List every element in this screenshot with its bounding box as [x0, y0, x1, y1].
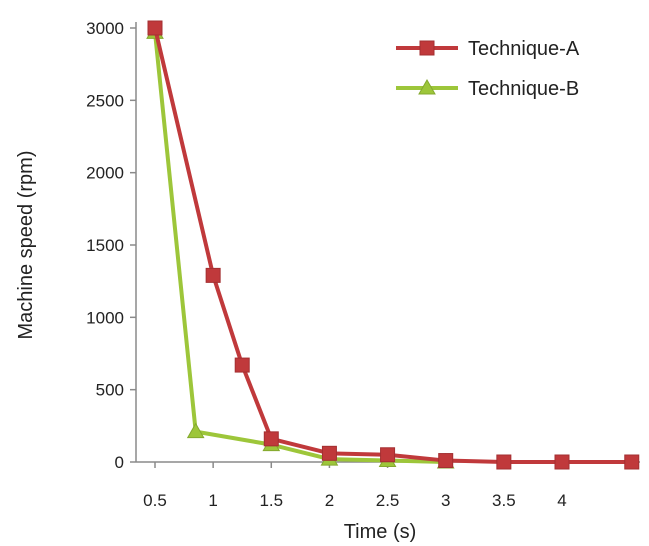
- x-tick-label: 1: [208, 491, 217, 510]
- legend: Technique-A Technique-B: [396, 38, 580, 100]
- legend-label-technique-b: Technique-B: [468, 78, 579, 100]
- y-tick-label: 2000: [86, 164, 124, 183]
- series-line-technique-a: [153, 27, 632, 464]
- y-tick-label: 500: [96, 381, 124, 400]
- y-axis-title: Machine speed (rpm): [15, 151, 37, 340]
- y-tick-label: 1000: [86, 308, 124, 327]
- x-tick-label: 2.5: [376, 491, 400, 510]
- data-point-technique-a: [438, 453, 454, 469]
- y-axis-ticks: 0 500 1000 1500 2000 2500 3000: [86, 19, 136, 472]
- legend-marker-technique-a: [419, 40, 435, 56]
- data-point-technique-a: [496, 454, 512, 470]
- data-point-technique-a: [263, 431, 279, 447]
- x-tick-label: 3.5: [492, 491, 516, 510]
- series-technique-a: [147, 20, 640, 470]
- series-technique-b: [146, 23, 455, 469]
- x-tick-label: 2: [325, 491, 334, 510]
- data-point-technique-a: [234, 357, 250, 373]
- y-tick-label: 0: [115, 453, 124, 472]
- data-point-technique-a: [380, 447, 396, 463]
- legend-item-technique-a: Technique-A: [396, 38, 580, 60]
- series-layer: [146, 20, 640, 470]
- x-axis-title: Time (s): [344, 521, 417, 543]
- data-point-technique-a: [321, 445, 337, 461]
- data-point-technique-a: [147, 20, 163, 36]
- data-point-technique-b: [186, 422, 205, 439]
- series-line-technique-b: [153, 32, 446, 464]
- y-tick-label: 2500: [86, 91, 124, 110]
- legend-label-technique-a: Technique-A: [468, 38, 580, 60]
- x-tick-label: 4: [557, 491, 566, 510]
- y-tick-label: 3000: [86, 19, 124, 38]
- legend-marker-technique-b: [418, 78, 436, 95]
- data-point-technique-a: [205, 267, 221, 283]
- x-tick-label: 0.5: [143, 491, 167, 510]
- x-tick-label: 3: [441, 491, 450, 510]
- x-tick-label: 1.5: [259, 491, 283, 510]
- data-point-technique-a: [624, 454, 640, 470]
- y-tick-label: 1500: [86, 236, 124, 255]
- x-axis-ticks: 0.5 1 1.5 2 2.5 3 3.5 4: [143, 462, 567, 510]
- data-point-technique-a: [554, 454, 570, 470]
- legend-item-technique-b: Technique-B: [396, 78, 579, 100]
